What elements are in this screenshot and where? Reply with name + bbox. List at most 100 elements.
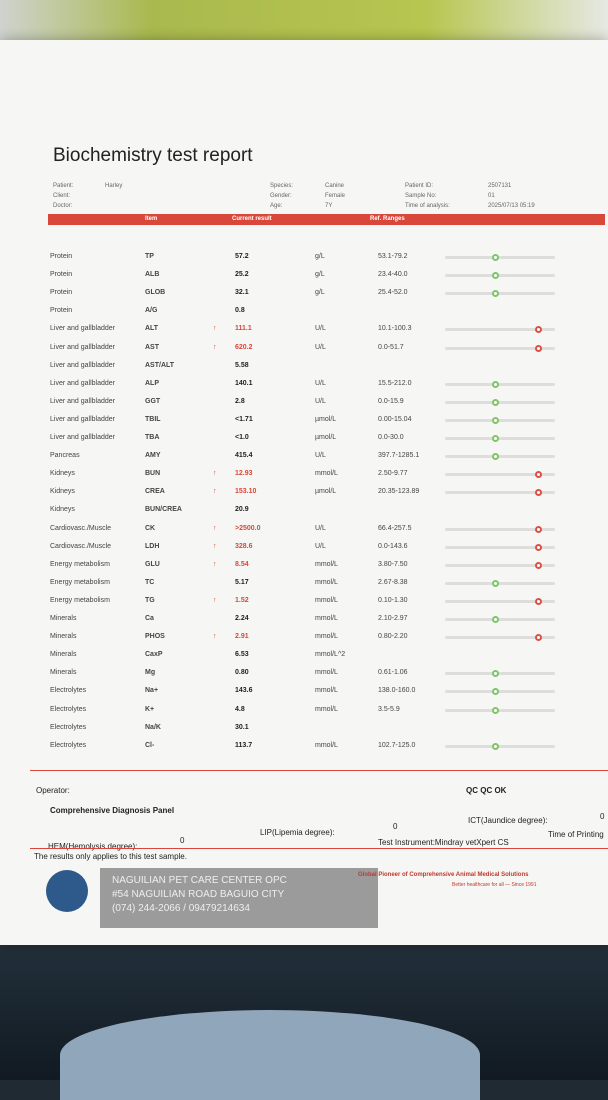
range-slider (445, 328, 555, 332)
category: Minerals (50, 615, 77, 622)
category: Energy metabolism (50, 578, 110, 586)
flag: ↑ (213, 470, 217, 478)
unit: g/L (315, 253, 325, 260)
unit: U/L (315, 542, 326, 550)
range-slider (445, 744, 555, 748)
flag: ↑ (213, 633, 217, 641)
printing-time: Time of Printing (548, 830, 604, 839)
item: A/G (145, 307, 158, 315)
ict-value: 0 (600, 812, 605, 821)
unit: U/L (315, 397, 326, 405)
ref-range: 20.35-123.89 (378, 488, 420, 496)
unit: U/L (315, 524, 326, 532)
column-header: Ref. Ranges (370, 216, 405, 222)
field-label: Patient ID: (405, 183, 434, 189)
unit: mmol/L (315, 741, 338, 749)
flag: ↑ (213, 542, 217, 550)
report-title: Biochemistry test report (53, 145, 253, 166)
range-slider (445, 599, 555, 603)
result: 113.7 (235, 741, 253, 749)
category: Liver and gallbladder (50, 415, 115, 423)
item: BUN (145, 470, 161, 478)
range-slider (445, 545, 555, 549)
qc-status: QC QC OK (466, 786, 507, 795)
ref-range: 66.4-257.5 (378, 524, 412, 532)
ref-range: 3.5-5.9 (378, 705, 400, 713)
category: Minerals (50, 651, 77, 659)
range-slider (445, 455, 555, 459)
instrument: Test Instrument:Mindray vetXpert CS (378, 838, 509, 847)
unit: g/L (315, 289, 325, 297)
field-label: Gender: (270, 193, 292, 199)
range-slider (445, 636, 555, 640)
category: Liver and gallbladder (50, 434, 115, 441)
result: 6.53 (235, 651, 249, 659)
range-slider (445, 473, 555, 477)
ref-range: 0.00-15.04 (378, 415, 412, 423)
category: Liver and gallbladder (50, 325, 115, 333)
result: 2.91 (235, 633, 249, 641)
category: Liver and gallbladder (50, 379, 115, 387)
range-marker (535, 597, 542, 605)
category: Kidneys (50, 470, 75, 478)
category: Energy metabolism (50, 560, 110, 568)
range-slider (445, 527, 555, 531)
range-marker (535, 344, 542, 352)
unit: mmol/L^2 (315, 651, 346, 659)
range-marker (492, 254, 499, 261)
result: 620.2 (235, 343, 253, 351)
slogan: Global Pioneer of Comprehensive Animal M… (358, 872, 529, 878)
flag: ↑ (213, 325, 217, 333)
unit: U/L (315, 452, 326, 460)
unit: mmol/L (315, 633, 338, 641)
column-header: Current result (232, 216, 272, 222)
item: Na+ (145, 687, 159, 695)
ref-range: 2.50-9.77 (378, 470, 408, 478)
item: TG (145, 596, 155, 604)
range-marker (535, 471, 542, 479)
range-slider (445, 618, 555, 621)
item: AMY (145, 452, 161, 460)
category: Kidneys (50, 506, 75, 514)
unit: U/L (315, 379, 326, 387)
range-slider (445, 581, 555, 585)
ref-range: 15.5-212.0 (378, 379, 412, 387)
ref-range: 10.1-100.3 (378, 325, 412, 333)
unit: mmol/L (315, 687, 338, 695)
result: 5.17 (235, 578, 249, 586)
category: Liver and gallbladder (50, 361, 115, 369)
item: AST/ALT (145, 361, 175, 369)
clinic-name: NAGUILIAN PET CARE CENTER OPC (112, 875, 287, 886)
field-value: 2025/07/13 05:19 (488, 203, 535, 209)
result: >2500.0 (235, 524, 261, 532)
item: ALP (145, 379, 159, 387)
unit: µmol/L (315, 434, 337, 441)
item: BUN/CREA (145, 506, 182, 514)
tagline: Better healthcare for all — Since 1991 (452, 882, 537, 888)
item: GGT (145, 397, 161, 405)
item: Ca (145, 615, 154, 622)
ref-range: 138.0-160.0 (378, 687, 416, 695)
result: 8.54 (235, 560, 249, 568)
range-slider (445, 672, 555, 676)
column-header: Item (145, 216, 158, 222)
range-slider (445, 418, 555, 422)
note: The results only applies to this test sa… (34, 852, 187, 861)
hem-value: 0 (180, 836, 185, 845)
result: 1.52 (235, 596, 249, 604)
field-value: Harley (105, 183, 123, 189)
field-label: Doctor: (53, 203, 73, 209)
result: 140.1 (235, 379, 253, 387)
result: 153.10 (235, 488, 257, 496)
ref-range: 0.10-1.30 (378, 596, 408, 604)
item: ALB (145, 271, 160, 279)
item: CK (145, 524, 156, 532)
result: <1.0 (235, 434, 249, 441)
range-slider (445, 346, 555, 350)
item: GLU (145, 560, 160, 568)
field-value: 7Y (325, 203, 333, 209)
item: AST (145, 343, 159, 351)
range-marker (492, 706, 499, 714)
result: 0.80 (235, 669, 249, 677)
